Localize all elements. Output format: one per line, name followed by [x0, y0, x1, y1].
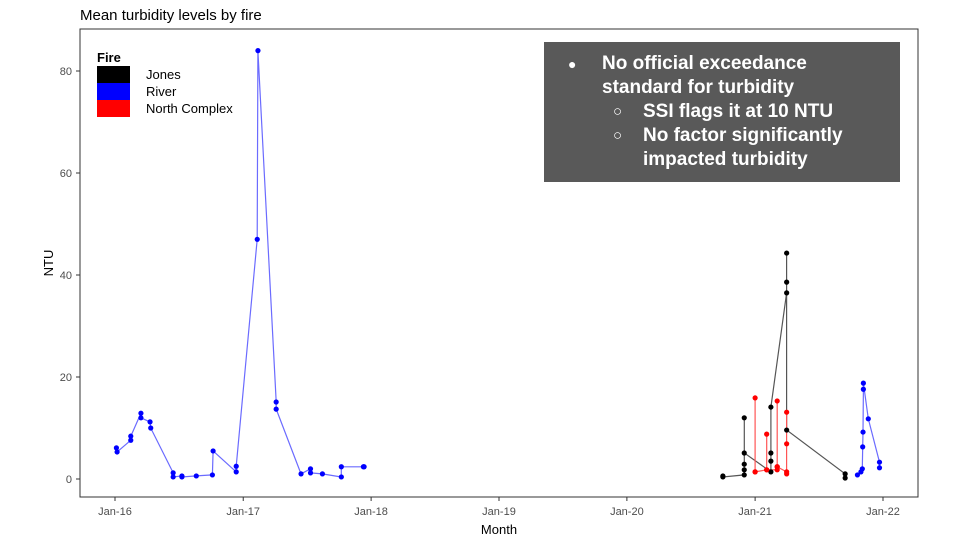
data-point-north-complex [784, 441, 790, 447]
callout-bullet: No official exceedance standard for turb… [568, 52, 890, 100]
data-point-jones [741, 415, 747, 421]
legend-label: Jones [146, 67, 181, 82]
data-point-river [128, 433, 134, 439]
x-tick-label: Jan-17 [226, 506, 260, 518]
data-point-river [361, 464, 367, 470]
data-point-jones [842, 475, 848, 481]
data-point-river [210, 448, 216, 454]
x-tick-label: Jan-16 [98, 506, 132, 518]
x-tick-label: Jan-21 [738, 506, 772, 518]
legend-label: River [146, 84, 177, 99]
data-point-river [307, 466, 314, 472]
data-point-river [170, 470, 176, 476]
data-point-jones [768, 458, 774, 464]
data-point-jones [842, 471, 848, 477]
data-point-river [128, 437, 134, 443]
data-point-river [319, 471, 326, 477]
legend-key [97, 100, 130, 117]
legend-key [97, 83, 130, 100]
x-tick-label: Jan-22 [866, 506, 900, 518]
data-point-river [860, 429, 866, 435]
data-point-river [233, 469, 239, 475]
data-point-jones [784, 290, 790, 296]
data-point-jones [768, 450, 774, 456]
legend-title: Fire [97, 50, 121, 65]
chart-title: Mean turbidity levels by fire [80, 7, 262, 24]
data-point-north-complex [774, 398, 780, 404]
data-point-river [338, 464, 344, 470]
data-point-river [876, 459, 883, 465]
data-point-north-complex [764, 467, 770, 473]
legend-key [97, 66, 130, 83]
y-tick-label: 20 [60, 372, 72, 384]
data-point-river [860, 380, 866, 386]
data-point-river [273, 406, 279, 412]
data-point-river [273, 399, 279, 405]
y-axis-label: NTU [41, 250, 56, 277]
data-point-jones [768, 469, 774, 475]
data-point-river [170, 474, 176, 480]
data-point-north-complex [784, 471, 790, 477]
data-point-river [113, 445, 120, 451]
callout-sub-bullet: SSI flags it at 10 NTU [568, 100, 890, 124]
data-point-river [193, 473, 199, 479]
y-tick-label: 40 [60, 270, 72, 282]
data-point-river [298, 471, 304, 477]
legend-label: North Complex [146, 101, 233, 116]
callout-sub-bullet: No factor significantly impacted turbidi… [568, 124, 890, 172]
data-point-north-complex [784, 409, 790, 415]
data-point-jones [784, 427, 790, 433]
data-point-river [233, 463, 239, 469]
data-point-river [209, 472, 216, 478]
data-point-river [138, 415, 144, 421]
y-tick-label: 0 [66, 474, 72, 486]
data-point-river [307, 470, 314, 476]
data-point-jones [741, 461, 747, 467]
data-point-river [147, 419, 153, 425]
data-point-river [255, 48, 261, 54]
data-point-river [254, 236, 260, 242]
data-point-river [860, 444, 866, 450]
data-point-jones [784, 250, 790, 256]
data-point-jones [720, 474, 726, 480]
data-point-north-complex [764, 431, 770, 437]
legend: Fire Jones River North Complex [97, 50, 233, 117]
data-point-river [865, 416, 871, 422]
data-point-north-complex [752, 395, 758, 401]
data-point-jones [741, 450, 747, 456]
data-point-river [338, 474, 344, 480]
data-point-north-complex [774, 464, 780, 470]
x-tick-label: Jan-18 [354, 506, 388, 518]
data-point-river [138, 410, 144, 416]
data-point-river [860, 386, 866, 392]
x-axis-label: Month [481, 522, 517, 537]
data-point-river [179, 474, 185, 480]
data-point-jones [741, 472, 747, 478]
data-point-jones [784, 279, 790, 285]
y-tick-label: 80 [60, 66, 72, 78]
data-point-river [876, 465, 883, 471]
data-point-river [854, 472, 861, 478]
data-point-river [114, 449, 120, 455]
x-tick-label: Jan-19 [482, 506, 516, 518]
x-tick-label: Jan-20 [610, 506, 644, 518]
callout-box: No official exceedance standard for turb… [544, 42, 900, 182]
data-point-river [148, 425, 154, 431]
y-tick-label: 60 [60, 168, 72, 180]
data-point-jones [741, 467, 747, 473]
data-point-north-complex [752, 469, 758, 475]
data-point-river [859, 466, 865, 472]
data-point-jones [768, 404, 774, 410]
